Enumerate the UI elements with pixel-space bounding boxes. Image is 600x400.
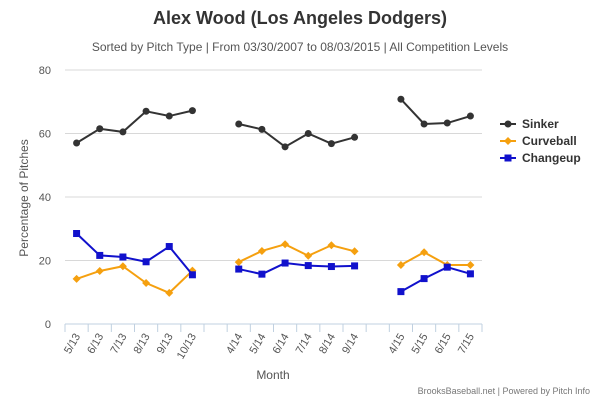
legend-marker-changeup	[504, 154, 512, 162]
curveball-point	[95, 266, 104, 275]
curveball-point	[420, 248, 429, 257]
x-tick-label: 4/15	[386, 332, 407, 357]
sinker-point	[397, 95, 405, 103]
changeup-point	[119, 253, 127, 261]
changeup-line	[400, 266, 471, 293]
x-tick-label: 7/15	[456, 332, 477, 357]
legend: Sinker Curveball Changeup	[500, 117, 581, 165]
x-tick-label: 6/13	[85, 332, 106, 357]
legend-marker-curveball	[504, 137, 512, 145]
series-layer	[72, 95, 475, 297]
changeup-point	[258, 270, 266, 278]
y-tick-label: 60	[39, 129, 51, 141]
curveball-point	[466, 260, 475, 269]
changeup-point	[73, 230, 81, 238]
sinker-line	[76, 109, 193, 144]
sinker-point	[304, 130, 312, 137]
sinker-point	[327, 140, 335, 148]
changeup-point	[165, 243, 173, 251]
changeup-point	[466, 270, 474, 278]
x-tick-label: 8/13	[132, 332, 153, 357]
x-tick-label: 7/13	[108, 332, 129, 357]
changeup-point	[327, 263, 335, 271]
changeup-line	[75, 232, 194, 276]
curveball-point	[72, 274, 81, 283]
curveball-point	[257, 246, 266, 255]
curveball-point	[304, 251, 313, 260]
sinker-point	[351, 133, 359, 141]
curveball-point	[142, 279, 151, 288]
sinker-point	[73, 139, 81, 147]
grid-lines	[65, 69, 482, 325]
legend-label-changeup: Changeup	[522, 151, 581, 165]
curveball-line	[400, 251, 471, 266]
changeup-point	[443, 263, 451, 271]
x-tick-label: 5/14	[247, 332, 268, 357]
series-sinker	[73, 95, 474, 151]
y-tick-label: 40	[39, 192, 51, 204]
curveball-point	[118, 262, 127, 271]
sinker-point	[96, 125, 104, 133]
x-tick-label: 9/14	[340, 332, 361, 357]
x-tick-label: 7/14	[294, 332, 315, 357]
changeup-point	[420, 275, 428, 283]
legend-label-sinker: Sinker	[522, 117, 559, 131]
curveball-point	[350, 247, 359, 256]
changeup-point	[397, 288, 405, 296]
x-axis-label: Month	[256, 368, 289, 382]
x-tick-label: 8/14	[317, 332, 338, 357]
sinker-point	[466, 112, 474, 120]
curveball-point	[165, 288, 174, 297]
curveball-line	[76, 265, 194, 295]
curveball-point	[281, 240, 290, 249]
sinker-point	[258, 125, 266, 133]
credit-text: BrooksBaseball.net | Powered by Pitch In…	[418, 386, 590, 396]
sinker-point	[119, 128, 127, 136]
chart-title: Alex Wood (Los Angeles Dodgers)	[153, 8, 447, 28]
changeup-line	[238, 262, 355, 276]
sinker-point	[281, 143, 289, 151]
sinker-point	[188, 107, 196, 115]
sinker-line	[238, 123, 355, 149]
changeup-point	[188, 271, 196, 279]
x-tick-label: 4/14	[224, 332, 245, 357]
chart-subtitle: Sorted by Pitch Type | From 03/30/2007 t…	[92, 40, 508, 54]
changeup-point	[96, 251, 104, 259]
sinker-line	[400, 98, 471, 125]
sinker-point	[420, 120, 428, 128]
changeup-point	[142, 258, 150, 266]
x-tick-label: 5/13	[62, 332, 83, 357]
x-axis: 5/13 6/13 7/13 8/13 9/13 10/13 4/14 5/14 6/14 7/1…	[62, 324, 483, 362]
y-axis-ticks: 0 20 40 60 80	[39, 65, 51, 331]
sinker-point	[165, 112, 173, 120]
curveball-point	[234, 258, 243, 267]
x-tick-label: 6/14	[271, 332, 292, 357]
x-tick-label: 10/13	[175, 332, 199, 362]
changeup-point	[281, 259, 289, 267]
sinker-point	[443, 119, 451, 127]
legend-marker-sinker	[504, 120, 512, 128]
curveball-point	[327, 241, 336, 250]
y-tick-label: 20	[39, 256, 51, 268]
curveball-point	[396, 260, 405, 269]
y-tick-label: 80	[39, 65, 51, 77]
series-changeup	[73, 230, 474, 296]
changeup-point	[351, 262, 359, 270]
legend-label-curveball: Curveball	[522, 134, 577, 148]
x-tick-label: 9/13	[155, 332, 176, 357]
x-tick-label: 6/15	[433, 332, 454, 357]
changeup-point	[304, 262, 312, 270]
curveball-line	[238, 243, 355, 263]
x-tick-label: 5/15	[410, 332, 431, 357]
changeup-point	[235, 265, 243, 273]
y-tick-label: 0	[45, 319, 51, 331]
y-axis-label: Percentage of Pitches	[17, 139, 31, 256]
sinker-point	[235, 120, 243, 128]
sinker-point	[142, 107, 150, 115]
